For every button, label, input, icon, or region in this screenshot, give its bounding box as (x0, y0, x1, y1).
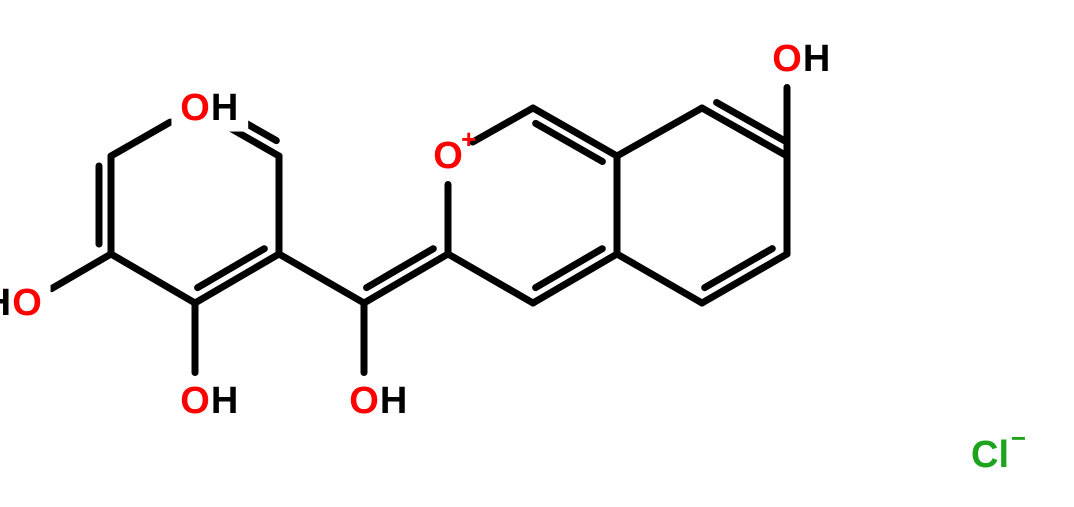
svg-text:+: + (461, 124, 476, 154)
svg-text:H: H (803, 38, 830, 80)
atom-label: OH (171, 377, 248, 424)
atom-label: OH (340, 377, 417, 424)
svg-text:O: O (180, 380, 210, 422)
atom-label: OH (171, 84, 248, 131)
molecule-diagram: OHOHOHOHO+OHCl− (0, 0, 1074, 507)
svg-text:O: O (349, 380, 379, 422)
svg-text:O: O (180, 87, 210, 129)
atom-label: O+ (424, 124, 476, 180)
svg-text:O: O (12, 282, 42, 324)
svg-text:H: H (211, 87, 238, 129)
svg-text:H: H (211, 380, 238, 422)
svg-text:−: − (1011, 423, 1026, 453)
svg-text:O: O (433, 135, 463, 177)
svg-text:H: H (380, 380, 407, 422)
svg-text:O: O (772, 38, 802, 80)
atom-label: OH (0, 279, 51, 326)
svg-text:H: H (0, 282, 11, 324)
free-ion: Cl− (971, 423, 1026, 476)
atom-label: OH (763, 35, 840, 82)
svg-text:Cl: Cl (971, 434, 1009, 476)
